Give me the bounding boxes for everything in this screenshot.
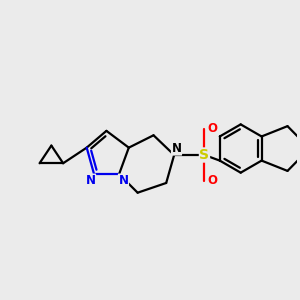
Text: S: S [200, 148, 209, 162]
Text: O: O [208, 122, 218, 135]
Text: N: N [172, 142, 182, 155]
Text: N: N [85, 174, 95, 187]
Text: O: O [208, 174, 218, 188]
Text: N: N [118, 174, 128, 187]
